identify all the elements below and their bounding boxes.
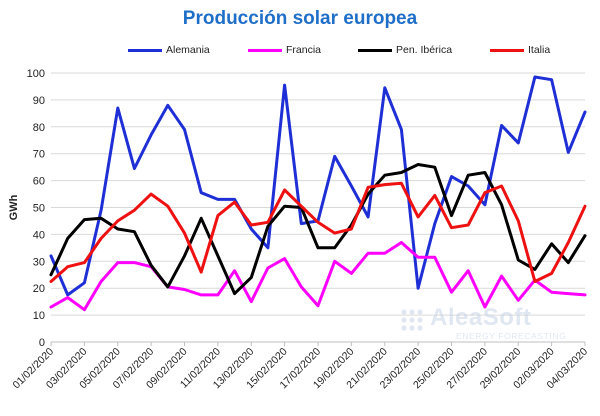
watermark-tagline: ENERGY FORECASTING — [456, 331, 567, 341]
y-tick-label: 100 — [27, 68, 45, 80]
aleasoft-watermark: AleaSoft ENERGY FORECASTING — [398, 304, 598, 342]
y-tick-label: 90 — [33, 95, 45, 107]
legend-swatch — [128, 48, 162, 52]
aleasoft-logo-icon — [401, 309, 423, 331]
y-tick-label: 40 — [33, 229, 45, 241]
legend-item: Alemania — [128, 40, 210, 60]
watermark-name: AleaSoft — [430, 304, 532, 331]
legend-item: Pen. Ibérica — [358, 40, 452, 60]
legend-swatch — [248, 48, 282, 52]
legend-label: Alemania — [166, 44, 210, 56]
series-line-francia — [49, 241, 587, 312]
y-tick-label: 10 — [33, 310, 45, 322]
y-tick-label: 50 — [33, 203, 45, 215]
chart-legend: Alemania Francia Pen. Ibérica Italia — [0, 40, 600, 60]
legend-label: Francia — [286, 44, 322, 56]
y-tick-label: 30 — [33, 256, 45, 268]
legend-label: Italia — [528, 44, 551, 56]
y-tick-label: 60 — [33, 176, 45, 188]
legend-label: Pen. Ibérica — [396, 44, 453, 56]
legend-item: Francia — [248, 40, 321, 60]
y-tick-label: 80 — [33, 122, 45, 134]
y-tick-label: 20 — [33, 283, 45, 295]
chart-title: Producción solar europea — [182, 8, 418, 29]
legend-swatch — [490, 48, 524, 52]
series-line-pen-ib-rica — [49, 163, 587, 296]
legend-item: Italia — [490, 40, 550, 60]
series-line-italia — [49, 181, 587, 283]
y-axis-label: GWh — [8, 194, 20, 220]
legend-swatch — [358, 48, 392, 52]
y-tick-label: 70 — [33, 149, 45, 161]
y-tick-label: 0 — [39, 337, 45, 349]
